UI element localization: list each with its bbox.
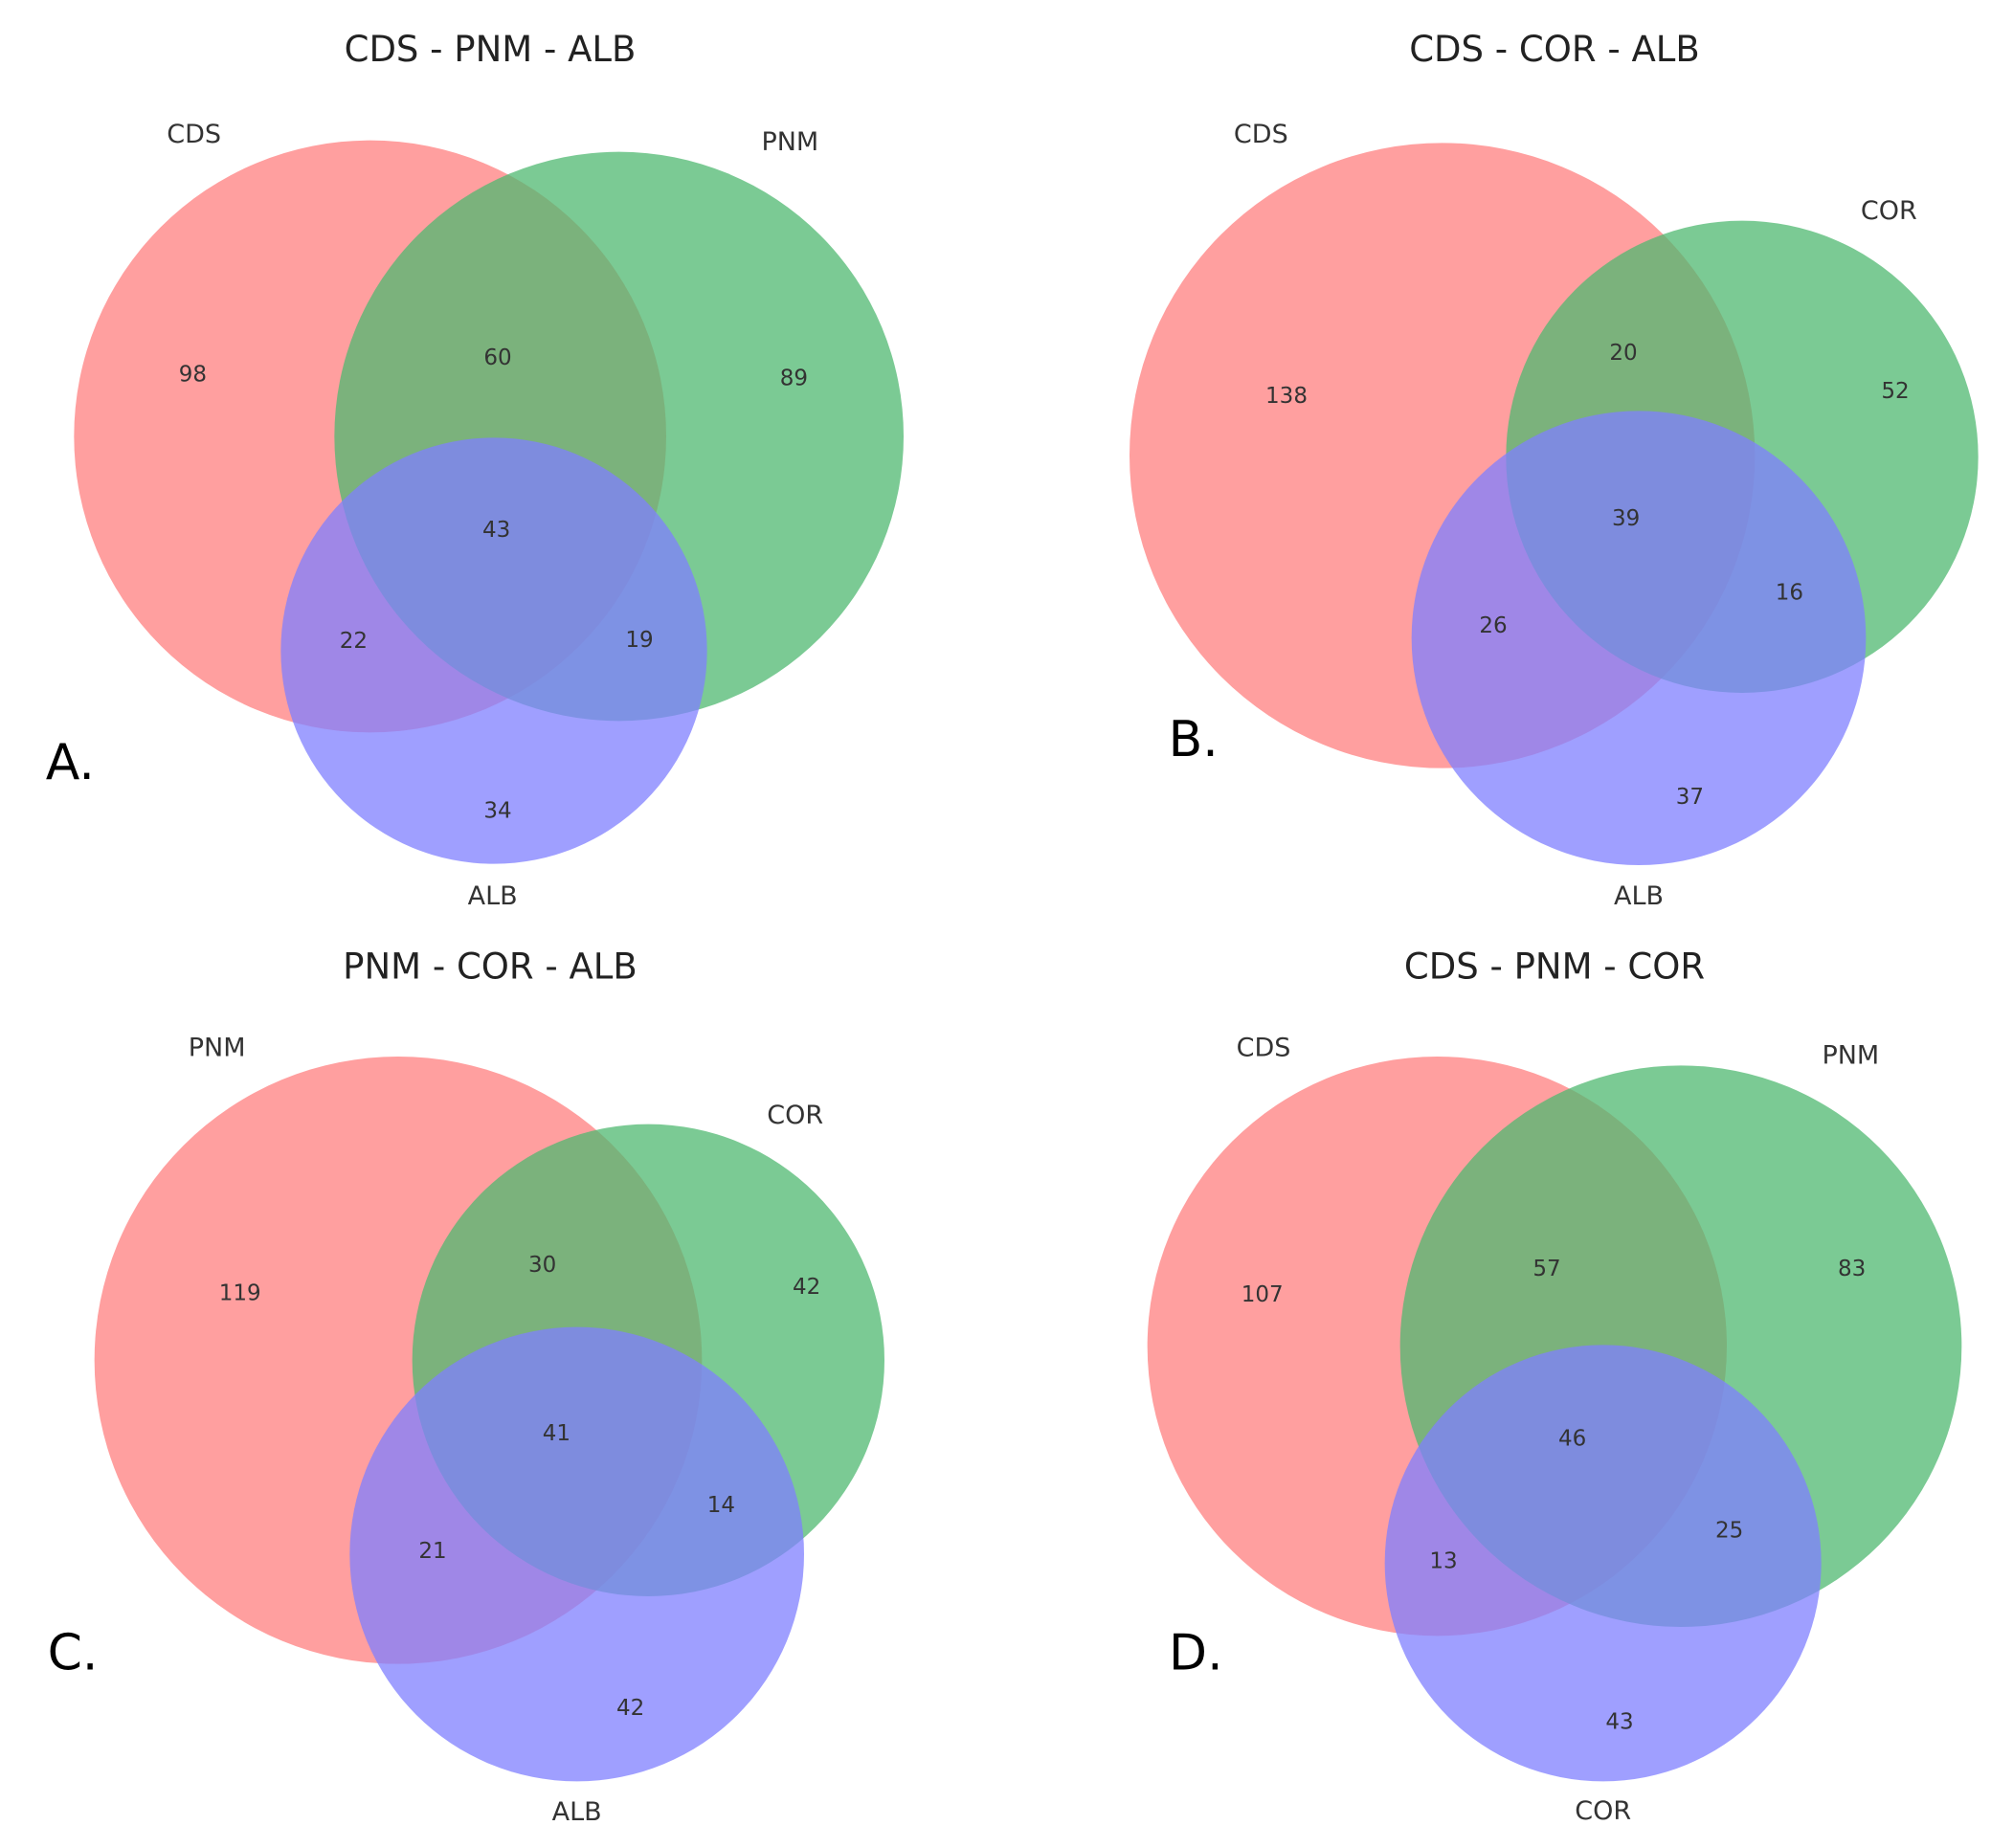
- panel-a-label: A.: [46, 734, 95, 791]
- panel-c-title: PNM - COR - ALB: [343, 946, 638, 988]
- panel-b-region-100: 138: [1265, 384, 1308, 409]
- panel-d-region-011: 25: [1715, 1519, 1743, 1544]
- panel-d-region-111: 46: [1558, 1427, 1586, 1452]
- panel-b-title: CDS - COR - ALB: [1409, 29, 1700, 70]
- panel-b-region-101: 26: [1479, 613, 1507, 638]
- panel-d-set-label-cds: CDS: [1237, 1034, 1291, 1063]
- panel-b-set-label-cds: CDS: [1234, 120, 1288, 149]
- panel-c-label: C.: [48, 1625, 99, 1682]
- panel-c-region-110: 30: [528, 1253, 556, 1278]
- panel-c-set-label-cor: COR: [767, 1101, 823, 1130]
- panel-a-set-label-alb: ALB: [468, 881, 518, 911]
- panel-a-region-011: 19: [625, 628, 653, 653]
- panel-c-region-100: 119: [219, 1281, 261, 1306]
- panel-d-region-101: 13: [1429, 1549, 1457, 1574]
- panel-b-circle-alb: [1411, 411, 1867, 865]
- panel-a-title: CDS - PNM - ALB: [345, 29, 637, 70]
- panel-b-set-label-alb: ALB: [1614, 881, 1664, 911]
- panel-b-region-001: 37: [1676, 785, 1704, 810]
- panel-d-region-010: 83: [1838, 1257, 1866, 1281]
- panel-b-region-111: 39: [1612, 506, 1640, 531]
- panel-a-region-001: 34: [483, 799, 511, 824]
- panel-c-region-101: 21: [418, 1539, 446, 1564]
- panel-b-region-011: 16: [1776, 581, 1803, 606]
- panel-d-title: CDS - PNM - COR: [1404, 946, 1705, 988]
- panel-c-set-label-pnm: PNM: [189, 1034, 246, 1063]
- panel-d-set-label-cor: COR: [1575, 1796, 1631, 1826]
- panel-b-label: B.: [1169, 711, 1219, 768]
- panel-c-region-011: 14: [707, 1493, 735, 1518]
- panel-a-region-010: 89: [780, 367, 808, 391]
- panel-b-set-label-cor: COR: [1861, 196, 1917, 226]
- panel-d-set-label-pnm: PNM: [1822, 1041, 1879, 1071]
- panel-b-region-010: 52: [1881, 379, 1909, 404]
- panel-a-region-101: 22: [340, 629, 368, 654]
- panel-a-set-label-cds: CDS: [167, 120, 221, 149]
- panel-c-region-111: 41: [543, 1421, 570, 1446]
- panel-a-circle-alb: [280, 437, 707, 864]
- panel-d-region-001: 43: [1605, 1710, 1633, 1735]
- panel-a-region-111: 43: [482, 518, 510, 543]
- panel-d-label: D.: [1169, 1625, 1223, 1682]
- panel-c-region-010: 42: [793, 1275, 820, 1300]
- panel-c-region-001: 42: [616, 1696, 644, 1721]
- panel-d-region-110: 57: [1532, 1257, 1560, 1281]
- panel-c-circle-alb: [349, 1326, 804, 1782]
- panel-a-set-label-pnm: PNM: [761, 127, 818, 157]
- panel-d-region-100: 107: [1242, 1282, 1284, 1307]
- panel-d-circle-cor: [1384, 1345, 1822, 1782]
- panel-c-set-label-alb: ALB: [552, 1797, 602, 1827]
- panel-a-region-110: 60: [483, 345, 511, 370]
- panel-b-region-110: 20: [1609, 341, 1637, 366]
- panel-a-region-100: 98: [179, 363, 207, 388]
